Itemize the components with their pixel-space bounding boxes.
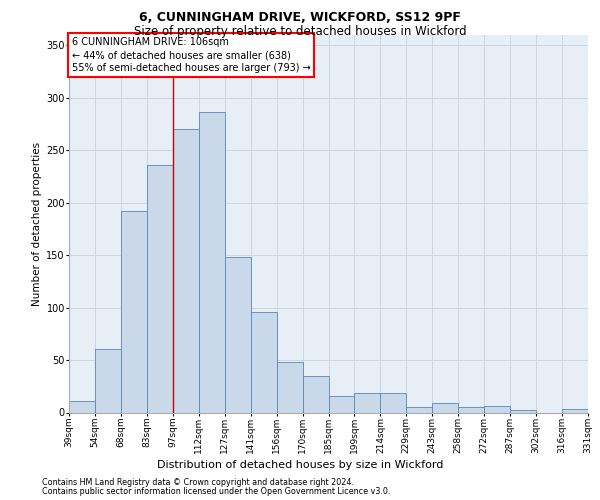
Bar [277, 362, 302, 412]
Bar [121, 211, 147, 412]
Text: Distribution of detached houses by size in Wickford: Distribution of detached houses by size … [157, 460, 443, 470]
Text: 6, CUNNINGHAM DRIVE, WICKFORD, SS12 9PF: 6, CUNNINGHAM DRIVE, WICKFORD, SS12 9PF [139, 11, 461, 24]
Bar [199, 112, 224, 412]
Bar [95, 348, 121, 412]
Bar [510, 410, 536, 412]
Bar [225, 258, 251, 412]
Bar [69, 401, 95, 412]
Bar [147, 165, 173, 412]
Text: Size of property relative to detached houses in Wickford: Size of property relative to detached ho… [134, 25, 466, 38]
Bar [173, 130, 199, 412]
Bar [458, 408, 484, 412]
Bar [329, 396, 355, 412]
Bar [406, 408, 432, 412]
Bar [302, 376, 329, 412]
Bar [355, 392, 380, 412]
Bar [433, 403, 458, 412]
Bar [380, 392, 406, 412]
Bar [251, 312, 277, 412]
Text: 6 CUNNINGHAM DRIVE: 106sqm
← 44% of detached houses are smaller (638)
55% of sem: 6 CUNNINGHAM DRIVE: 106sqm ← 44% of deta… [71, 37, 310, 74]
Y-axis label: Number of detached properties: Number of detached properties [32, 142, 42, 306]
Text: Contains HM Land Registry data © Crown copyright and database right 2024.: Contains HM Land Registry data © Crown c… [42, 478, 354, 487]
Text: Contains public sector information licensed under the Open Government Licence v3: Contains public sector information licen… [42, 487, 391, 496]
Bar [562, 410, 588, 412]
Bar [484, 406, 510, 412]
